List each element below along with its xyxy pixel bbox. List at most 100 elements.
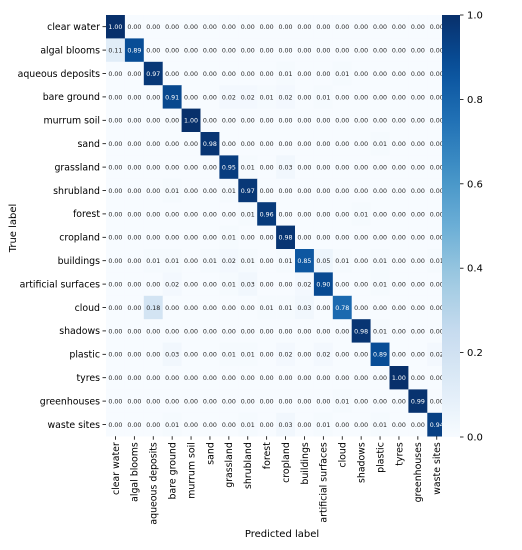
cell-value-label: 1.00 [108,24,122,31]
cell-value-label: 0.00 [127,118,141,125]
cell-value-label: 0.01 [373,328,387,335]
cell-value-label: 0.00 [108,305,122,312]
cell-value-label: 0.00 [411,48,425,55]
heatmap-cell [219,389,239,414]
heatmap-cell [238,249,258,273]
cell-value-label: 0.01 [241,352,255,359]
heatmap-cell [427,366,447,390]
heatmap-cell [295,132,315,156]
heatmap-cell [408,389,428,414]
cell-value-label: 0.00 [430,94,444,101]
heatmap-cell [219,15,239,39]
heatmap-cell [124,15,145,39]
heatmap-cell [408,272,428,297]
cell-value-label: 0.90 [316,282,330,289]
heatmap-cell [257,108,277,133]
cell-value-label: 0.00 [203,328,217,335]
cell-value-label: 0.00 [392,71,406,78]
heatmap-cell [389,389,409,414]
heatmap-cell [370,225,390,250]
heatmap-cell [106,389,126,414]
heatmap-cell [351,15,371,39]
cell-value-label: 0.01 [165,422,179,429]
cell-value-label: 0.02 [279,94,293,101]
cell-value-label: 0.01 [222,188,236,195]
cell-value-label: 0.00 [297,165,311,172]
heatmap-cell [276,389,296,414]
heatmap-cell [181,178,201,203]
cell-value-label: 0.00 [260,141,274,148]
heatmap-cell [257,342,277,367]
cell-value-label: 0.02 [222,258,236,265]
heatmap-cell [389,61,409,86]
heatmap-cell [143,342,163,367]
heatmap-cell [219,38,239,63]
heatmap-cell [257,249,277,273]
heatmap-cell [181,249,201,273]
cell-value-label: 0.98 [203,141,217,148]
cell-value-label: 1.00 [392,375,406,382]
heatmap-cell [143,295,163,320]
heatmap-cell [162,178,182,203]
heatmap-cell [181,295,201,320]
cell-value-label: 0.00 [316,188,330,195]
cell-value-label: 0.03 [279,422,293,429]
heatmap-cell [162,61,182,86]
cell-value-label: 0.00 [430,141,444,148]
heatmap-cell [332,342,352,367]
cell-value-label: 0.00 [165,48,179,55]
heatmap-cell [219,225,239,250]
cell-value-label: 0.00 [354,375,368,382]
heatmap-cell [162,272,182,297]
cell-value-label: 0.00 [411,328,425,335]
colorbar-tick-label: 0.0 [467,433,483,444]
cell-value-label: 0.00 [108,328,122,335]
heatmap-cell [219,85,239,109]
colorbar-tick-label: 1.0 [467,11,483,22]
cell-value-label: 0.78 [335,305,349,312]
colorbar-tick-label: 0.2 [467,348,483,359]
x-tick-label: plastic [375,442,386,473]
cell-value-label: 0.00 [222,118,236,125]
cell-value-label: 0.00 [260,328,274,335]
cell-value-label: 0.00 [165,141,179,148]
cell-value-label: 0.01 [335,71,349,78]
heatmap-cell [162,319,182,343]
heatmap-cell [276,412,296,437]
cell-value-label: 0.00 [392,118,406,125]
heatmap-cell [408,155,428,180]
cell-value-label: 0.00 [108,71,122,78]
heatmap-cell [162,412,182,437]
cell-value-label: 0.00 [146,352,160,359]
heatmap-cell [351,342,371,367]
heatmap-cell [370,202,390,226]
cell-value-label: 0.00 [165,165,179,172]
heatmap-cell [200,342,220,367]
cell-value-label: 0.00 [335,94,349,101]
heatmap-cell [389,295,409,320]
y-tick-label: shrubland [53,186,100,197]
heatmap-cell [124,295,145,320]
cell-value-label: 0.91 [165,94,179,101]
heatmap-cell [143,155,163,180]
cell-value-label: 0.00 [335,235,349,242]
cell-value-label: 0.00 [165,235,179,242]
cell-value-label: 0.01 [354,211,368,218]
heatmap-cell [219,412,239,437]
cell-value-label: 0.00 [146,328,160,335]
heatmap-cell [257,272,277,297]
heatmap-cell [427,272,447,297]
cell-value-label: 0.00 [241,141,255,148]
heatmap-cell [389,202,409,226]
heatmap-cell [200,272,220,297]
heatmap-cell [124,178,145,203]
heatmap-cell [427,15,447,39]
cell-value-label: 0.00 [203,24,217,31]
cell-value-label: 0.00 [184,328,198,335]
heatmap-cell [181,202,201,226]
cell-value-label: 0.00 [373,305,387,312]
heatmap-cell [370,155,390,180]
heatmap-cell [389,249,409,273]
cell-value-label: 0.01 [373,258,387,265]
cell-value-label: 0.00 [354,422,368,429]
